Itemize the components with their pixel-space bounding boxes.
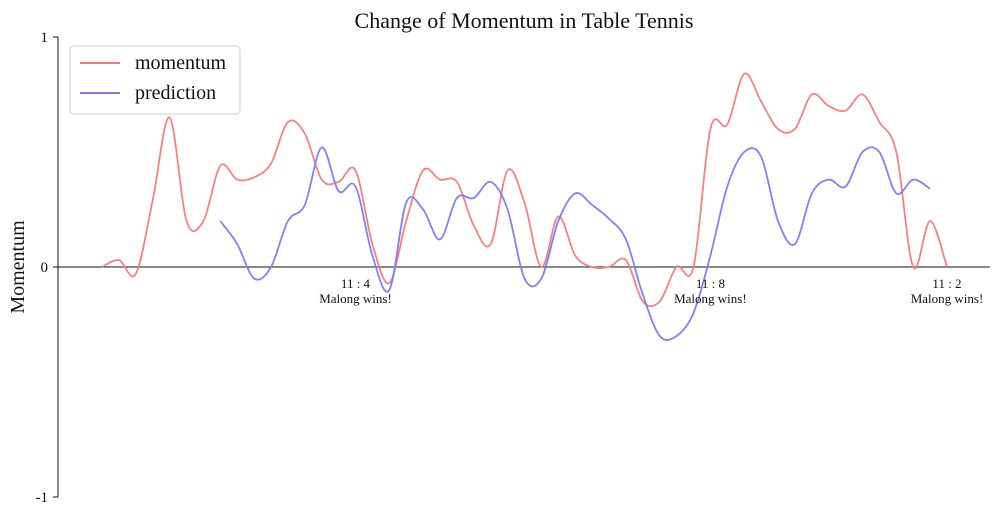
series-line bbox=[101, 72, 948, 308]
legend-label: prediction bbox=[135, 82, 216, 104]
annotation: Malong wins! bbox=[911, 291, 984, 306]
y-axis-label: Momentum bbox=[7, 220, 29, 314]
chart-title: Change of Momentum in Table Tennis bbox=[355, 8, 694, 33]
series-line bbox=[219, 146, 931, 341]
annotation: 11 : 8 bbox=[696, 276, 725, 291]
annotation: 11 : 4 bbox=[341, 276, 371, 291]
annotation: Malong wins! bbox=[674, 291, 747, 306]
y-tick-label: 0 bbox=[41, 260, 49, 276]
legend-label: momentum bbox=[135, 52, 227, 74]
y-tick-label: 1 bbox=[41, 30, 49, 46]
annotation: 11 : 2 bbox=[932, 276, 961, 291]
y-tick-label: -1 bbox=[36, 490, 49, 506]
annotation: Malong wins! bbox=[319, 291, 392, 306]
legend: momentum prediction bbox=[69, 45, 241, 115]
